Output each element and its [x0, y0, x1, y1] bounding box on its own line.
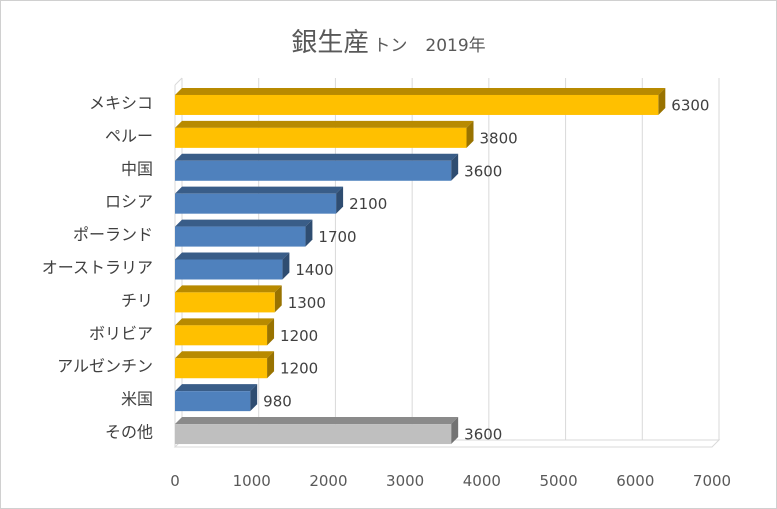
bar-6 — [175, 285, 282, 313]
bar-10 — [175, 417, 459, 445]
bar-2 — [175, 153, 459, 181]
bar-end-face-7 — [267, 318, 275, 346]
x-tick-label-7: 7000 — [693, 472, 731, 490]
bar-top-face-6 — [175, 285, 282, 293]
bar-front-face-7 — [175, 325, 268, 346]
back-wall-edge — [174, 77, 183, 86]
category-label-4: ポーランド — [73, 225, 153, 244]
bar-top-face-9 — [175, 384, 258, 392]
value-label-10: 3600 — [464, 426, 502, 444]
bar-top-face-8 — [175, 351, 275, 359]
bar-5 — [175, 252, 290, 280]
bar-top-face-4 — [175, 219, 313, 227]
category-label-3: ロシア — [105, 192, 153, 211]
bar-1 — [175, 120, 474, 148]
value-label-9: 980 — [263, 393, 292, 411]
x-tick-label-1: 1000 — [233, 472, 271, 490]
bar-3 — [175, 186, 344, 214]
bar-end-face-5 — [282, 252, 290, 280]
value-label-7: 1200 — [280, 327, 318, 345]
bar-front-face-9 — [175, 391, 251, 412]
chart-title: 銀生産 トン 2019年 — [0, 22, 777, 59]
bar-7 — [175, 318, 275, 346]
bar-top-face-2 — [175, 153, 459, 161]
chart-title-main: 銀生産 — [291, 28, 370, 58]
category-label-0: メキシコ — [89, 93, 153, 112]
bar-end-face-6 — [274, 285, 282, 313]
bar-9 — [175, 384, 258, 412]
category-label-2: 中国 — [121, 159, 153, 178]
category-label-6: チリ — [121, 291, 153, 310]
category-label-8: アルゼンチン — [57, 357, 153, 376]
bar-front-face-2 — [175, 160, 452, 181]
bar-front-face-6 — [175, 292, 275, 313]
value-label-5: 1400 — [295, 261, 333, 279]
bar-8 — [175, 351, 275, 379]
bar-4 — [175, 219, 313, 247]
category-label-1: ペルー — [105, 126, 153, 145]
bar-front-face-0 — [175, 94, 659, 115]
value-label-6: 1300 — [288, 294, 326, 312]
category-label-7: ボリビア — [89, 324, 153, 343]
value-label-2: 3600 — [464, 162, 502, 180]
category-label-5: オーストラリア — [42, 258, 153, 277]
bar-end-face-1 — [466, 120, 474, 148]
x-tick-label-4: 4000 — [463, 472, 501, 490]
chart-title-year: 2019年 — [425, 36, 486, 56]
value-label-0: 6300 — [671, 96, 709, 114]
x-tick-label-6: 6000 — [616, 472, 654, 490]
bar-top-face-7 — [175, 318, 275, 326]
bar-top-face-10 — [175, 417, 459, 425]
bar-top-face-5 — [175, 252, 290, 260]
bar-end-face-4 — [305, 219, 313, 247]
bar-top-face-1 — [175, 120, 474, 128]
bar-front-face-10 — [175, 424, 452, 445]
bar-0 — [175, 87, 666, 115]
category-label-9: 米国 — [121, 390, 153, 409]
bar-end-face-10 — [451, 417, 459, 445]
bar-front-face-4 — [175, 226, 306, 247]
bar-front-face-8 — [175, 358, 268, 379]
bar-end-face-8 — [267, 351, 275, 379]
category-label-10: その他 — [105, 423, 153, 442]
bar-front-face-1 — [175, 127, 467, 148]
bar-front-face-5 — [175, 259, 283, 280]
bar-front-face-3 — [175, 193, 337, 214]
x-tick-label-5: 5000 — [539, 472, 577, 490]
bar-top-face-0 — [175, 87, 666, 95]
bar-end-face-0 — [658, 87, 666, 115]
bar-end-face-3 — [336, 186, 344, 214]
value-label-3: 2100 — [349, 195, 387, 213]
value-label-8: 1200 — [280, 360, 318, 378]
bar-top-face-3 — [175, 186, 344, 194]
bar-end-face-9 — [250, 384, 258, 412]
bar-end-face-2 — [451, 153, 459, 181]
x-tick-label-0: 0 — [170, 472, 180, 490]
chart-title-unit: トン — [373, 36, 408, 56]
value-label-1: 3800 — [480, 129, 518, 147]
value-label-4: 1700 — [318, 228, 356, 246]
x-tick-label-3: 3000 — [386, 472, 424, 490]
x-tick-label-2: 2000 — [309, 472, 347, 490]
